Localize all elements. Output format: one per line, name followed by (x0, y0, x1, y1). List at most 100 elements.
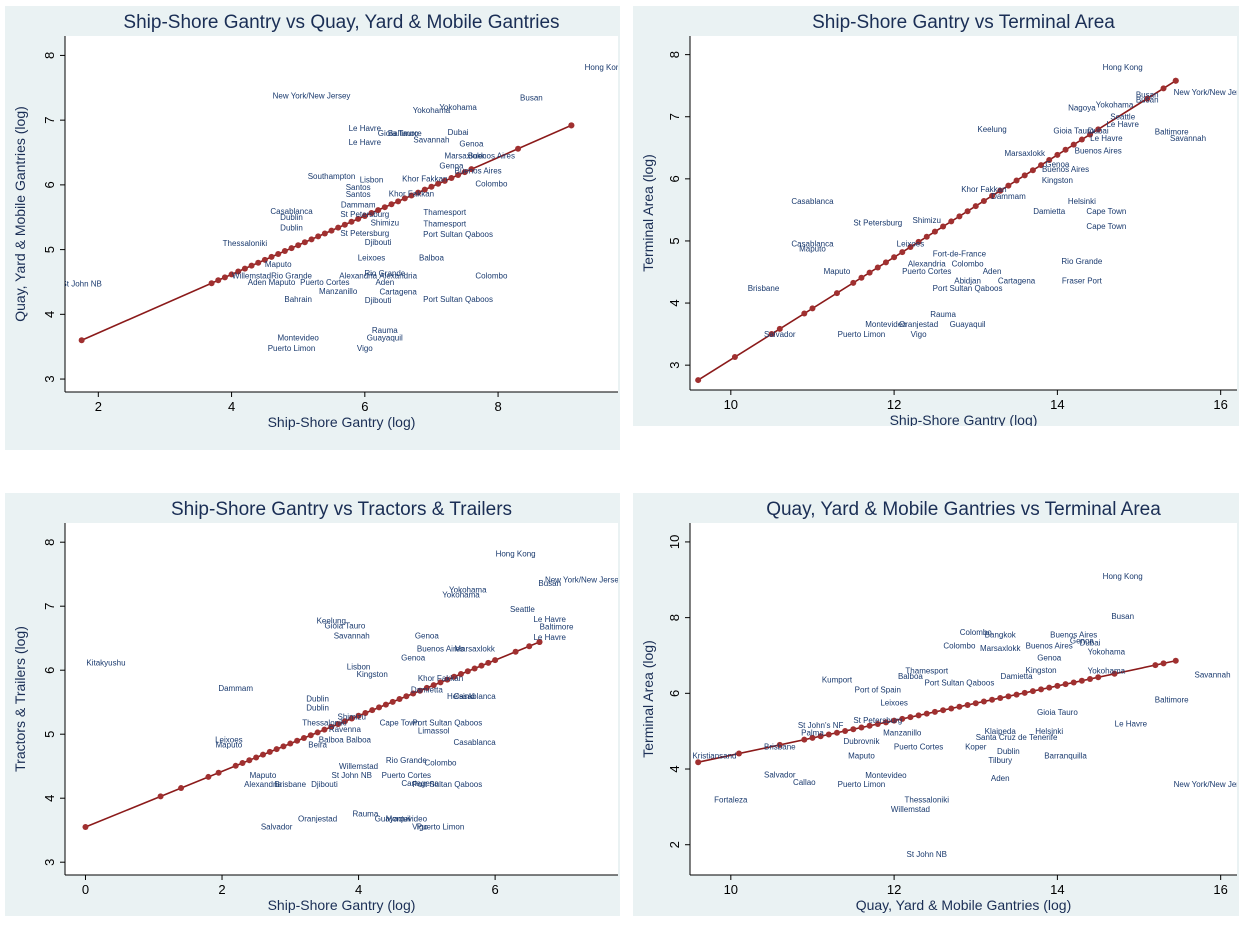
fit-point (315, 233, 322, 240)
point-label: Buenos Aires (1050, 630, 1097, 639)
point-label: Casablanca (454, 692, 497, 701)
point-label: Thamesport (905, 667, 948, 676)
point-label: Puerto Limon (268, 344, 316, 353)
point-label: Salvador (764, 330, 796, 339)
point-label: St Petersburg (853, 218, 902, 227)
point-label: Guayaquil (367, 334, 403, 343)
fit-point (415, 189, 422, 196)
fit-point (401, 195, 408, 202)
fit-point (205, 773, 212, 780)
point-label: Seattle (1110, 113, 1135, 122)
point-label: Balboa (898, 672, 923, 681)
point-label: Busan (1136, 90, 1159, 99)
point-label: Montevideo (278, 334, 320, 343)
x-tick-label: 8 (494, 399, 501, 414)
point-label: Hong Kong (1103, 63, 1143, 72)
point-label: Port Sultan Qaboos (933, 284, 1003, 293)
point-label: Yokohama (442, 591, 480, 600)
x-tick-label: 14 (1050, 397, 1064, 412)
point-label: Damietta (1001, 672, 1034, 681)
point-label: Baltimore (540, 623, 574, 632)
point-label: Nagoya (1068, 103, 1096, 112)
point-label: Khor Fakkan (961, 185, 1006, 194)
fit-point (809, 305, 816, 312)
point-label: Le Havre (349, 124, 382, 133)
point-label: Yokohama (449, 586, 487, 595)
point-label: Damietta (1033, 207, 1066, 216)
point-label: Gioia Tauro (325, 621, 366, 630)
point-label: Djibouti (365, 238, 392, 247)
point-label: Salvador (261, 822, 293, 831)
fit-point (314, 729, 321, 736)
fit-point (526, 643, 533, 650)
fit-point (980, 197, 987, 204)
fit-point (355, 215, 362, 222)
point-label: Montevideo (865, 771, 907, 780)
x-tick-label: 4 (228, 399, 235, 414)
fit-point (915, 712, 922, 719)
y-axis-label: Tractors & Trailers (log) (12, 626, 28, 772)
fit-point (833, 729, 840, 736)
x-tick-label: 2 (218, 882, 225, 897)
fit-point (842, 727, 849, 734)
point-label: Alexandria (244, 780, 282, 789)
point-label: Willemstad (891, 805, 930, 814)
point-label: Hong Kong (496, 550, 536, 559)
fit-point (1095, 674, 1102, 681)
fit-point (1029, 688, 1036, 695)
point-label: Lisbon (347, 662, 371, 671)
point-label: Buenos Aires (1026, 642, 1073, 651)
point-label: Manzanillo (319, 287, 358, 296)
x-tick-label: 4 (355, 882, 362, 897)
chart-title: Ship-Shore Gantry vs Quay, Yard & Mobile… (123, 12, 559, 33)
point-label: Maputo (265, 260, 292, 269)
fit-point (448, 174, 455, 181)
y-tick-label: 6 (42, 667, 57, 674)
fit-point (455, 172, 462, 179)
fit-point (972, 203, 979, 210)
point-label: Rauma (352, 810, 378, 819)
x-tick-label: 10 (724, 397, 738, 412)
point-label: Manzanillo (883, 729, 922, 738)
point-label: St Petersburg (853, 716, 902, 725)
fit-point (348, 218, 355, 225)
fit-point (1078, 677, 1085, 684)
point-label: Dublin (306, 694, 329, 703)
y-axis-label: Terminal Area (log) (640, 640, 656, 758)
point-label: Genoa (459, 139, 484, 148)
point-label: Marsaxlokk (454, 644, 495, 653)
fit-point (515, 145, 522, 152)
y-tick-label: 7 (42, 603, 57, 610)
fit-point (435, 180, 442, 187)
point-label: Limassol (418, 726, 450, 735)
point-label: Marsaxlokk (980, 644, 1021, 653)
fit-point (1172, 657, 1179, 664)
fit-point (882, 259, 889, 266)
point-label: Brisbane (275, 780, 307, 789)
fit-point (997, 695, 1004, 702)
fit-point (1152, 662, 1159, 669)
point-label: New York/New Jersey (1174, 88, 1239, 97)
point-label: Port of Spain (855, 686, 901, 695)
fit-point (428, 183, 435, 190)
point-label: Kingston (1042, 176, 1073, 185)
fit-point (221, 274, 228, 281)
fit-point (157, 793, 164, 800)
fit-point (1144, 95, 1151, 102)
point-label: Fort-de-France (933, 249, 987, 258)
fit-point (376, 704, 383, 711)
point-label: Colombo (960, 628, 993, 637)
x-tick-label: 2 (95, 399, 102, 414)
point-label: Klaipeda (985, 727, 1017, 736)
fit-point (178, 785, 185, 792)
point-label: Casablanca (454, 738, 497, 747)
y-tick-label: 8 (667, 614, 682, 621)
fit-point (275, 250, 282, 257)
point-label: New York/New Jersey (1174, 780, 1239, 789)
point-label: Bahrain (284, 295, 312, 304)
fit-point (850, 726, 857, 733)
fit-point (335, 721, 342, 728)
point-label: Alexandria (908, 259, 946, 268)
